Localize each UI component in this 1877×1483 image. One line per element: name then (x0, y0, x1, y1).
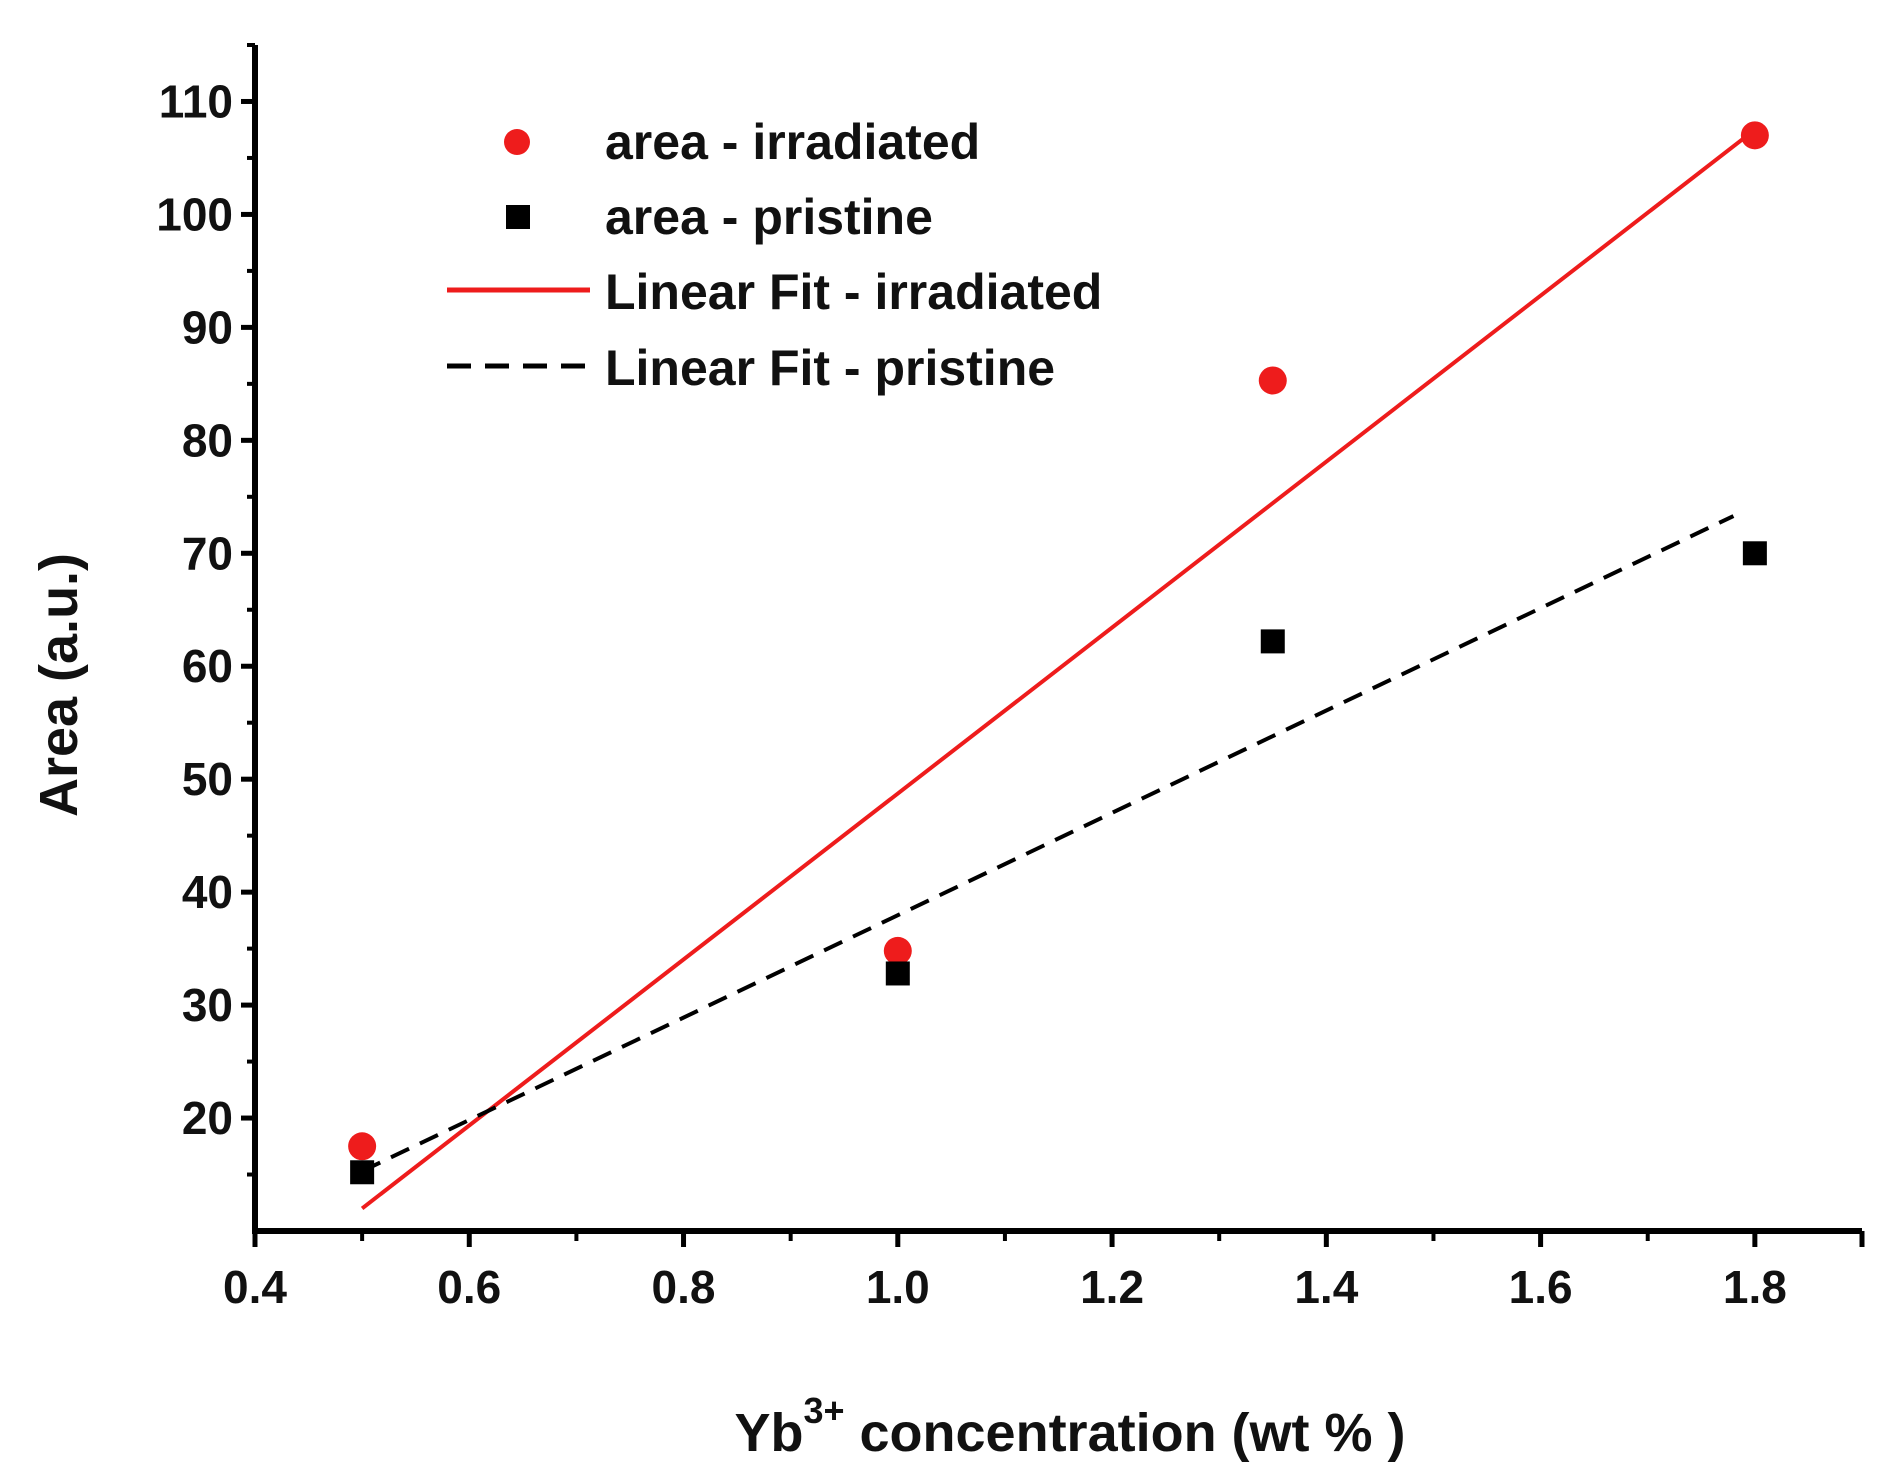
point-pristine (350, 1160, 375, 1185)
x-axis-title-rest: concentration (wt % ) (845, 1403, 1406, 1463)
x-tick-label: 0.6 (437, 1261, 501, 1313)
y-axis-title: Area (a.u.) (29, 553, 89, 817)
y-tick-label: 70 (182, 527, 233, 579)
point-pristine (1260, 629, 1285, 654)
point-irradiated (883, 936, 912, 965)
y-tick-label: 100 (156, 188, 233, 240)
y-tick-label: 50 (182, 753, 233, 805)
y-tick-label: 30 (182, 979, 233, 1031)
x-tick-label: 0.8 (652, 1261, 716, 1313)
legend-marker-irradiated (504, 129, 530, 155)
point-irradiated (1740, 121, 1769, 150)
point-pristine (885, 961, 910, 986)
fit-lines (360, 128, 1757, 1210)
x-axis-title: Yb3+ concentration (wt % ) (734, 1390, 1405, 1463)
y-tick-label: 40 (182, 866, 233, 918)
axes (252, 45, 1862, 1234)
legend-label-pristine: area - pristine (605, 189, 933, 245)
legend-label-fit-pristine: Linear Fit - pristine (605, 340, 1055, 396)
x-tick-label: 1.0 (866, 1261, 930, 1313)
x-tick-label: 1.2 (1080, 1261, 1144, 1313)
fit-line-pristine (361, 514, 1735, 1173)
x-tick-label: 0.4 (223, 1261, 287, 1313)
point-pristine (1742, 541, 1767, 566)
tick-labels: 20 30 40 50 60 70 80 90 100 110 0.4 0.6 0.8 1.0 1.2 1.4… (156, 75, 1787, 1313)
y-tick-label: 110 (159, 75, 233, 127)
legend: area - irradiated area - pristine Linear… (447, 114, 1102, 396)
x-axis-title-superscript: 3+ (803, 1390, 844, 1431)
x-tick-label: 1.4 (1294, 1261, 1358, 1313)
point-irradiated (348, 1132, 377, 1161)
fit-line-irradiated (360, 128, 1757, 1210)
x-tick-label: 1.6 (1509, 1261, 1573, 1313)
y-tick-label: 20 (182, 1092, 233, 1144)
x-axis-title-main: Yb (734, 1403, 803, 1463)
data-points (348, 121, 1769, 1185)
legend-label-irradiated: area - irradiated (605, 114, 980, 170)
legend-label-fit-irradiated: Linear Fit - irradiated (605, 264, 1102, 320)
y-tick-label: 60 (182, 640, 233, 692)
y-tick-label: 90 (182, 301, 233, 353)
axis-ticks (241, 43, 1865, 1247)
point-irradiated (1258, 366, 1287, 395)
x-tick-label: 1.8 (1723, 1261, 1787, 1313)
legend-marker-pristine (506, 205, 530, 229)
y-tick-label: 80 (182, 414, 233, 466)
